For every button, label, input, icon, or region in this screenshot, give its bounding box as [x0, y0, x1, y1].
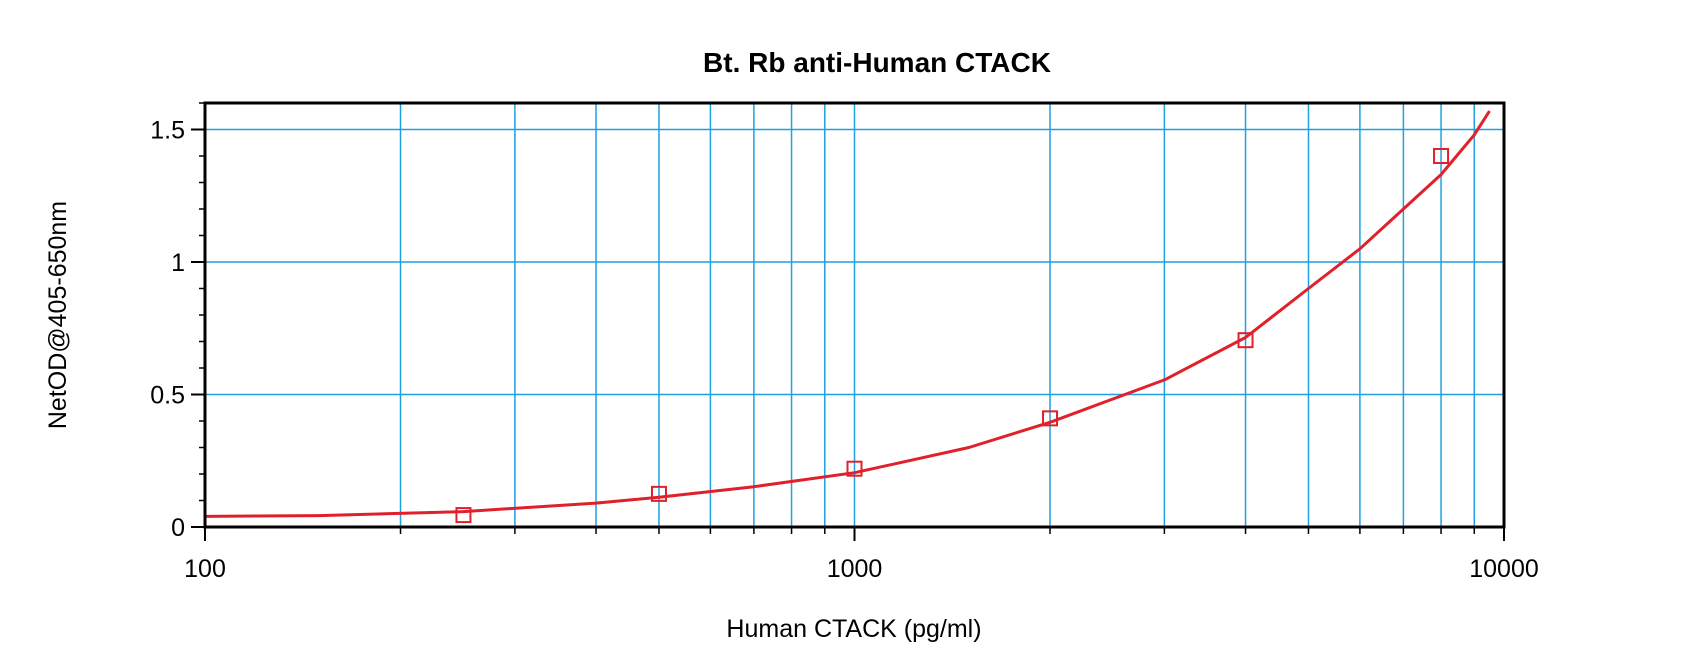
- y-tick-label: 1.5: [150, 117, 185, 145]
- y-tick-label: 1: [171, 249, 185, 277]
- grid: [204, 103, 1505, 528]
- y-tick-label: 0.5: [150, 382, 185, 410]
- data-point: [1433, 148, 1450, 164]
- y-tick-label: 0: [171, 514, 185, 542]
- x-tick-label: 10000: [1469, 555, 1539, 583]
- data-point: [650, 485, 667, 502]
- data-points: [455, 148, 1450, 524]
- fit-curve: [204, 110, 1491, 518]
- data-point: [846, 460, 863, 477]
- y-axis-label: NetOD@405-650nm: [44, 201, 72, 429]
- data-point: [1042, 410, 1059, 427]
- y-axis-ticks: 0 0.5 1 1.5: [150, 117, 205, 542]
- fit-curve-layer: [204, 110, 1491, 518]
- data-point: [455, 507, 472, 524]
- x-axis-label: Human CTACK (pg/ml): [726, 615, 981, 643]
- data-point: [1237, 332, 1254, 349]
- x-tick-label: 1000: [827, 555, 883, 583]
- chart-title: Bt. Rb anti-Human CTACK: [703, 47, 1051, 78]
- x-tick-label: 100: [184, 555, 226, 583]
- minor-ticks: [199, 102, 1476, 534]
- x-axis-ticks: 100 1000 10000: [184, 527, 1539, 583]
